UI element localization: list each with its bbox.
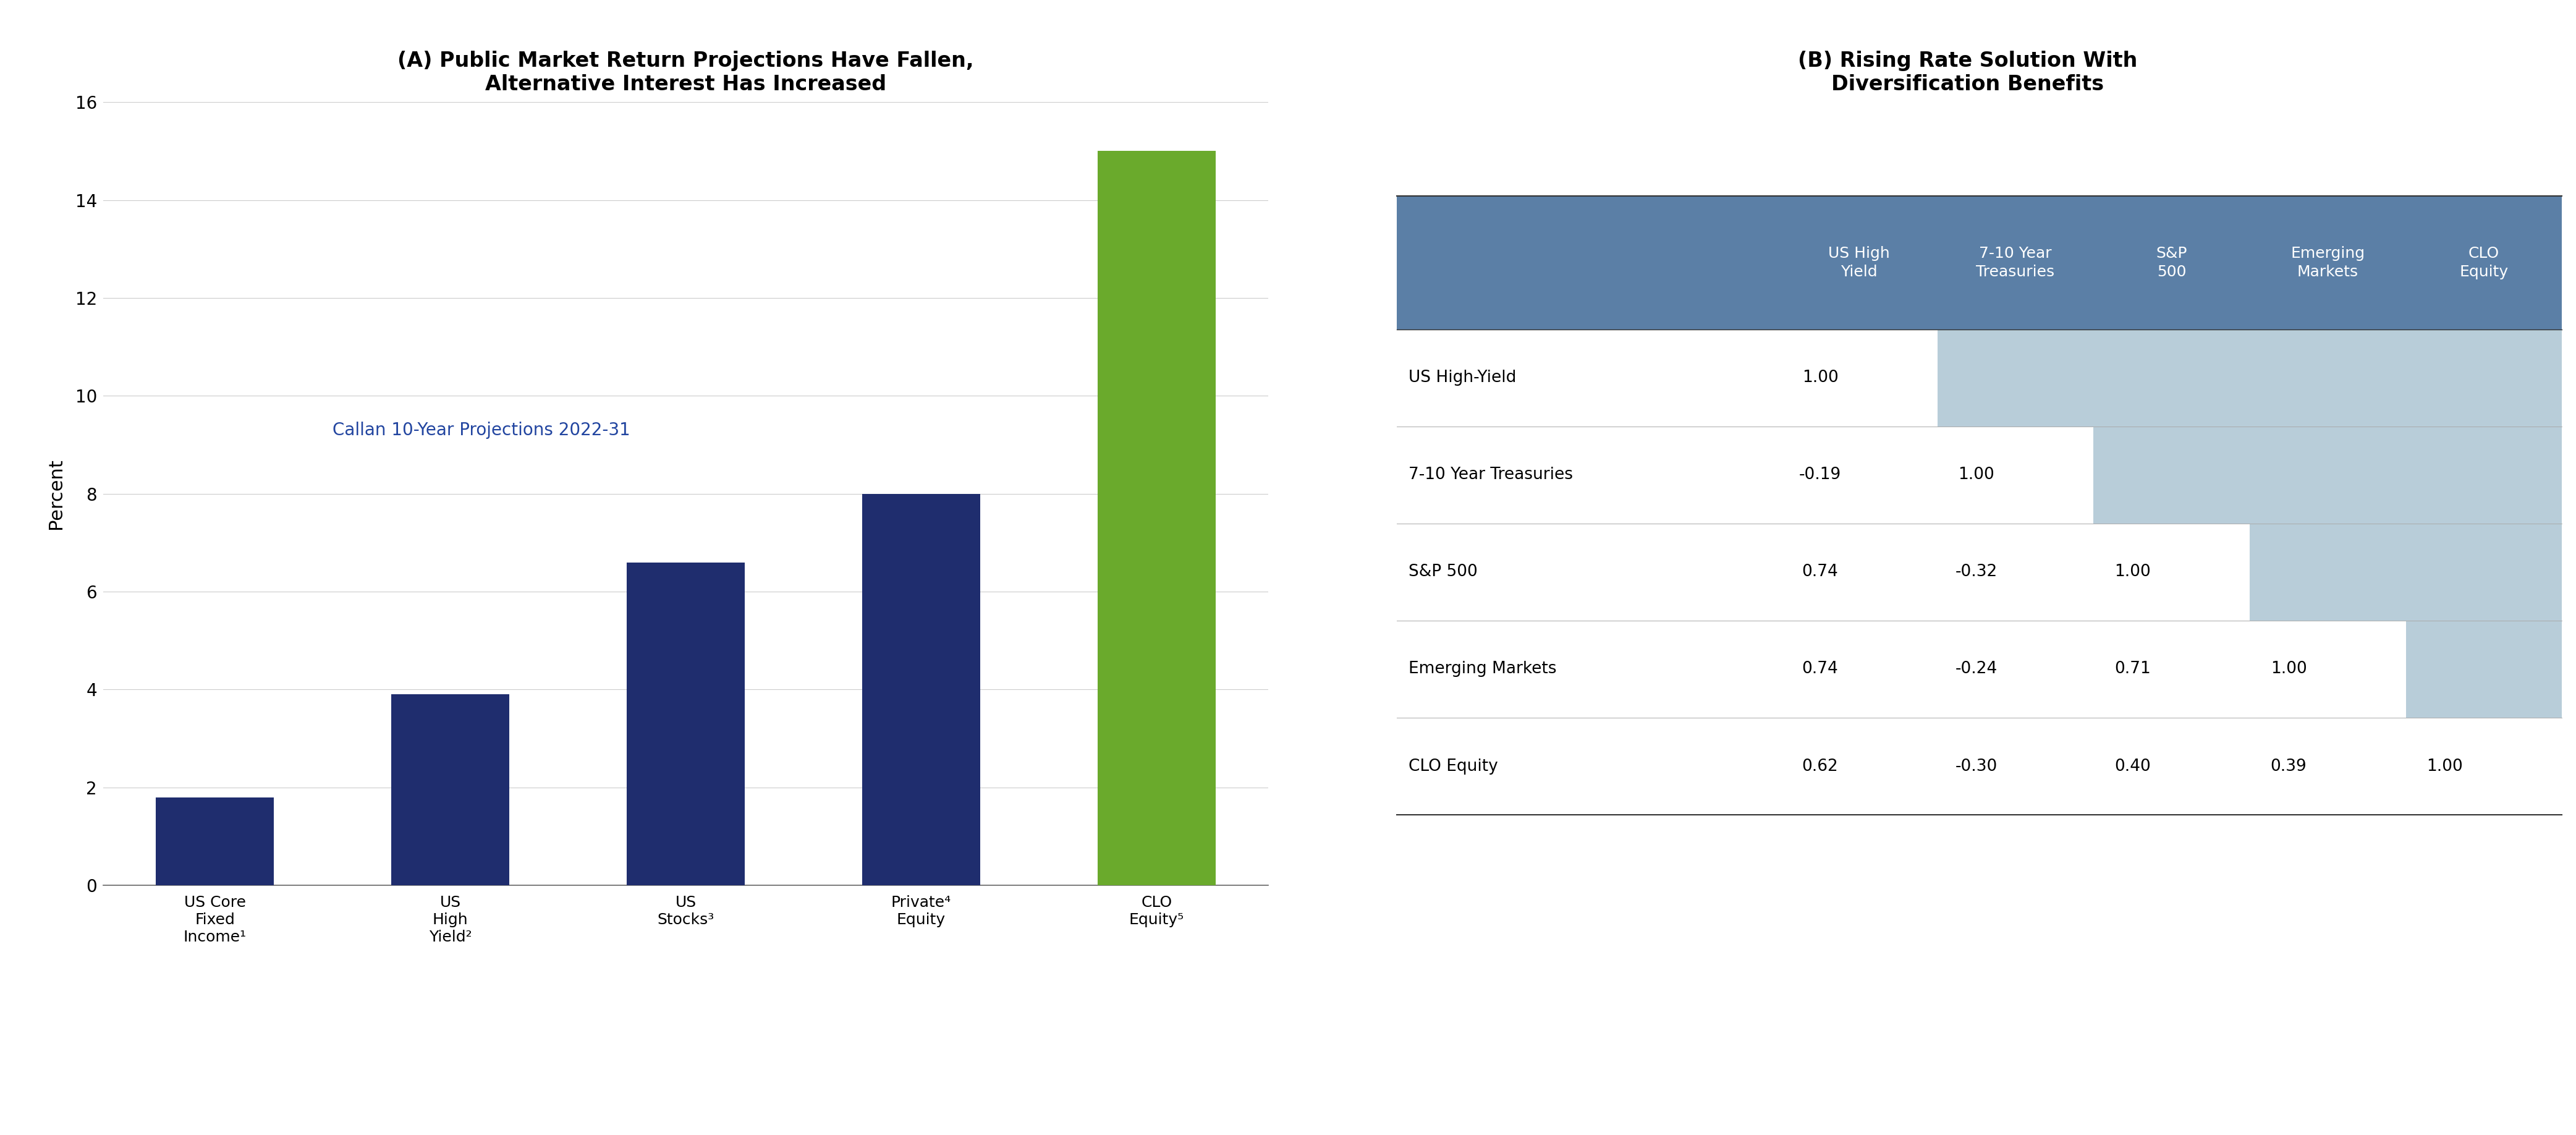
Text: 1.00: 1.00 — [2269, 661, 2306, 678]
Text: US High-Yield: US High-Yield — [1409, 370, 1517, 386]
Text: 1.00: 1.00 — [1958, 466, 1994, 484]
Text: 1.00: 1.00 — [2427, 758, 2463, 774]
FancyBboxPatch shape — [1396, 196, 2563, 329]
FancyBboxPatch shape — [2406, 523, 2563, 621]
Bar — [1097, 151, 1216, 885]
Text: 0.74: 0.74 — [1803, 564, 1839, 580]
Text: S&P
500: S&P 500 — [2156, 246, 2187, 279]
Text: 0.39: 0.39 — [2269, 758, 2306, 774]
Text: -0.19: -0.19 — [1798, 466, 1842, 484]
Bar — [392, 695, 510, 885]
Text: 7-10 Year Treasuries: 7-10 Year Treasuries — [1409, 466, 1571, 484]
Text: -0.24: -0.24 — [1955, 661, 1996, 678]
FancyBboxPatch shape — [2094, 329, 2249, 427]
Text: 0.74: 0.74 — [1803, 661, 1839, 678]
FancyBboxPatch shape — [2094, 427, 2249, 523]
Text: -0.30: -0.30 — [1955, 758, 1996, 774]
Text: 0.62: 0.62 — [1803, 758, 1839, 774]
Text: Emerging
Markets: Emerging Markets — [2290, 246, 2365, 279]
Title: (B) Rising Rate Solution With
Diversification Benefits: (B) Rising Rate Solution With Diversific… — [1798, 50, 2138, 94]
Text: 0.40: 0.40 — [2115, 758, 2151, 774]
FancyBboxPatch shape — [1937, 329, 2094, 427]
Bar — [157, 797, 273, 885]
Text: S&P 500: S&P 500 — [1409, 564, 1476, 580]
FancyBboxPatch shape — [2406, 427, 2563, 523]
Bar — [863, 494, 979, 885]
FancyBboxPatch shape — [2406, 329, 2563, 427]
Text: US High
Yield: US High Yield — [1829, 246, 1891, 279]
FancyBboxPatch shape — [2249, 523, 2406, 621]
Text: Callan 10-Year Projections 2022-31: Callan 10-Year Projections 2022-31 — [332, 421, 631, 439]
Bar — [626, 562, 744, 885]
FancyBboxPatch shape — [2406, 621, 2563, 717]
Text: 7-10 Year
Treasuries: 7-10 Year Treasuries — [1976, 246, 2056, 279]
FancyBboxPatch shape — [2249, 329, 2406, 427]
Text: CLO Equity: CLO Equity — [1409, 758, 1497, 774]
FancyBboxPatch shape — [2249, 427, 2406, 523]
Text: 1.00: 1.00 — [1803, 370, 1839, 386]
Text: 0.71: 0.71 — [2115, 661, 2151, 678]
Text: Emerging Markets: Emerging Markets — [1409, 661, 1556, 678]
Title: (A) Public Market Return Projections Have Fallen,
Alternative Interest Has Incre: (A) Public Market Return Projections Hav… — [397, 50, 974, 94]
Text: CLO
Equity: CLO Equity — [2460, 246, 2509, 279]
Y-axis label: Percent: Percent — [46, 459, 64, 529]
Text: 1.00: 1.00 — [2115, 564, 2151, 580]
Text: -0.32: -0.32 — [1955, 564, 1996, 580]
